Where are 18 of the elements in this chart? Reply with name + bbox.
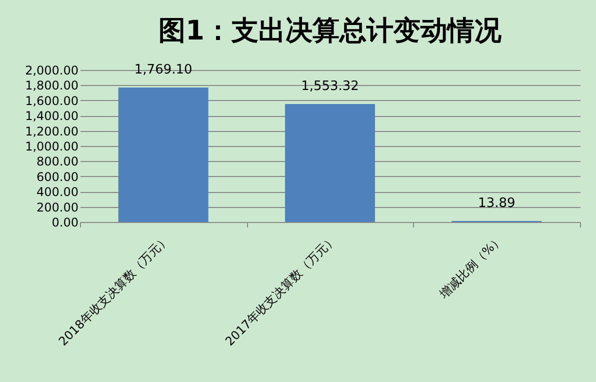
- bar: [118, 88, 208, 222]
- y-tick-label: 1,600.00: [25, 94, 78, 108]
- data-label: 1,769.10: [134, 62, 192, 78]
- data-label: 1,553.32: [301, 78, 359, 94]
- x-tick-label: 增减比例（%）: [436, 232, 506, 302]
- y-tick-label: 0.00: [52, 216, 78, 230]
- y-tick-label: 600.00: [36, 170, 78, 184]
- y-tick-label: 200.00: [36, 200, 78, 214]
- data-label: 13.89: [478, 196, 516, 211]
- y-tick-label: 400.00: [36, 185, 78, 200]
- y-tick-label: 800.00: [36, 154, 78, 169]
- y-tick-label: 1,800.00: [25, 78, 78, 93]
- bar: [285, 104, 375, 222]
- y-tick-label: 1,200.00: [25, 124, 78, 138]
- y-tick-label: 1,400.00: [25, 109, 78, 124]
- y-tick-label: 1,000.00: [25, 140, 78, 154]
- chart-title: 图1：支出决算总计变动情况: [158, 16, 502, 47]
- y-tick-label: 2,000.00: [25, 64, 78, 78]
